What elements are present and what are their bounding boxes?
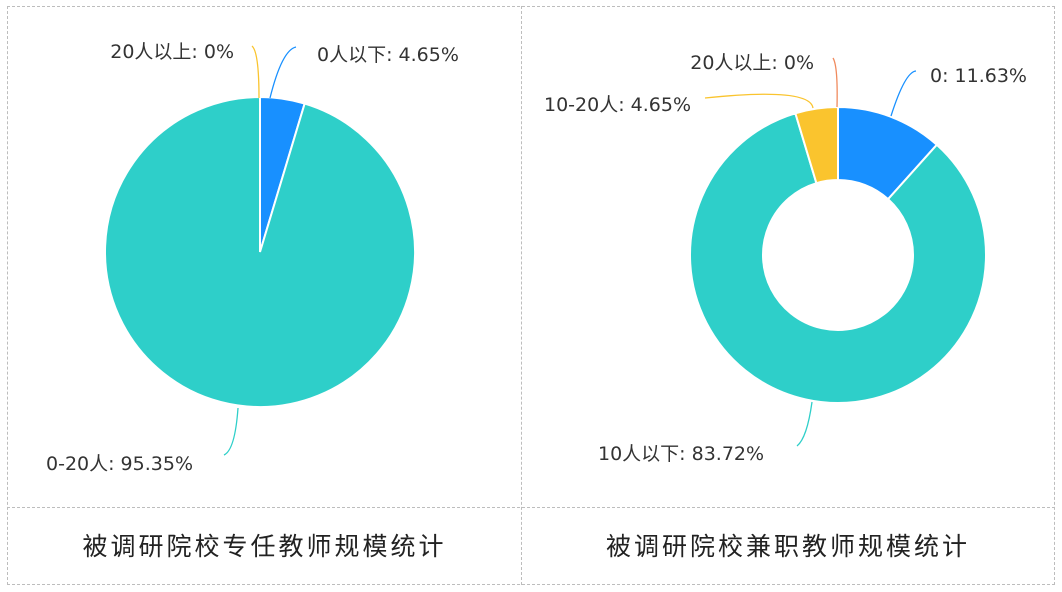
label-leader-line: [796, 401, 813, 447]
label-leader-line: [832, 57, 838, 108]
slice-label: 20人以上: 0%: [690, 52, 814, 74]
slice-label: 20人以上: 0%: [110, 41, 234, 63]
pie-slice: [794, 105, 839, 185]
slice-label: 0-20人: 95.35%: [46, 453, 193, 475]
left-chart-caption: 被调研院校专任教师规模统计: [82, 532, 447, 561]
pie-slice: [104, 95, 416, 408]
right-chart-caption: 被调研院校兼职教师规模统计: [605, 532, 970, 561]
chart-frame: [7, 6, 1055, 585]
pie-chart-full-time: 0人以下: 4.65% 0-20人: 95.35% 20人以上: 0%: [46, 41, 459, 475]
slice-label: 0人以下: 4.65%: [317, 44, 459, 66]
slice-label: 10-20人: 4.65%: [544, 94, 691, 116]
horizontal-divider: [7, 507, 1055, 508]
label-leader-line: [890, 70, 917, 117]
label-leader-line: [704, 93, 814, 109]
label-leader-line: [251, 45, 260, 99]
label-leader-line: [269, 46, 297, 99]
slice-label: 10人以下: 83.72%: [598, 443, 764, 465]
pie-chart-part-time: 0: 11.63% 10人以下: 83.72% 10-20人: 4.65% 20人以上…: [544, 52, 1027, 465]
pie-slice: [689, 112, 987, 404]
vertical-divider: [521, 6, 522, 585]
slice-label: 0: 11.63%: [930, 65, 1027, 87]
label-leader-line: [223, 407, 239, 456]
